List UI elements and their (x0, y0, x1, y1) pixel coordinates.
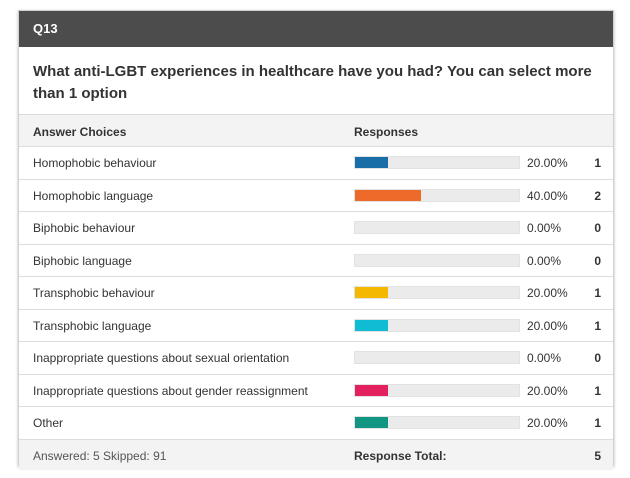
response-bar-fill (355, 189, 421, 201)
answer-rows: Homophobic behaviour 20.00% 1 Homophobic la… (19, 147, 613, 440)
response-bar-track (354, 351, 520, 364)
answer-choices-header: Answer Choices (33, 125, 127, 139)
table-row: Inappropriate questions about gender rea… (19, 375, 613, 407)
table-row: Inappropriate questions about sexual ori… (19, 342, 613, 375)
answer-choice-label: Inappropriate questions about sexual ori… (33, 351, 290, 365)
table-row: Other 20.00% 1 (19, 407, 613, 440)
answer-choice-label: Biphobic behaviour (33, 221, 136, 235)
table-row: Biphobic behaviour 0.00% 0 (19, 212, 613, 245)
response-percent: 20.00% (527, 383, 568, 398)
table-row: Homophobic behaviour 20.00% 1 (19, 147, 613, 180)
response-percent: 20.00% (527, 416, 568, 430)
response-percent: 40.00% (527, 188, 568, 203)
response-count: 0 (594, 351, 601, 365)
response-bar-fill (355, 287, 388, 298)
table-row: Transphobic behaviour 20.00% 1 (19, 277, 613, 310)
response-bar-fill (355, 384, 388, 396)
table-footer: Answered: 5 Skipped: 91 Response Total: … (19, 439, 613, 470)
response-bar-track (354, 221, 520, 234)
question-text: What anti-LGBT experiences in healthcare… (33, 63, 592, 102)
table-header: Answer Choices Responses (19, 114, 613, 147)
response-count: 1 (594, 286, 601, 300)
response-count: 2 (594, 188, 601, 203)
answer-choice-label: Other (33, 416, 64, 430)
response-total-value: 5 (594, 448, 601, 463)
answer-choice-label: Inappropriate questions about gender rea… (33, 383, 308, 398)
response-bar-track (354, 188, 520, 202)
response-count: 1 (594, 156, 601, 170)
response-bar-fill (355, 157, 388, 168)
question-header: Q13 (19, 11, 613, 47)
response-bar-track (354, 383, 520, 397)
response-bar-track (354, 416, 520, 429)
response-bar-fill (355, 417, 388, 428)
table-row: Biphobic language 0.00% 0 (19, 245, 613, 277)
answer-choice-label: Biphobic language (33, 253, 132, 268)
response-count: 1 (594, 383, 601, 398)
response-count: 1 (594, 318, 601, 333)
response-bar-track (354, 318, 520, 332)
response-count: 0 (594, 221, 601, 235)
response-bar-track (354, 156, 520, 169)
response-count: 0 (594, 253, 601, 268)
responses-header: Responses (354, 125, 419, 139)
answer-choice-label: Homophobic behaviour (33, 156, 157, 170)
answered-skipped-summary: Answered: 5 Skipped: 91 (33, 448, 167, 463)
table-row: Homophobic language 40.00% 2 (19, 180, 613, 212)
response-percent: 0.00% (527, 221, 562, 235)
response-percent: 20.00% (527, 156, 568, 170)
response-percent: 0.00% (527, 253, 562, 268)
answer-choice-label: Transphobic behaviour (33, 286, 155, 300)
response-percent: 20.00% (527, 286, 568, 300)
question-card: Q13 What anti-LGBT experiences in health… (18, 10, 614, 470)
answer-choice-label: Transphobic language (33, 318, 152, 333)
response-percent: 20.00% (527, 318, 568, 333)
response-percent: 0.00% (527, 351, 562, 365)
response-count: 1 (594, 416, 601, 430)
response-bar-fill (355, 319, 388, 331)
question-id: Q13 (33, 21, 58, 36)
answer-choice-label: Homophobic language (33, 188, 154, 203)
response-bar-track (354, 286, 520, 299)
table-row: Transphobic language 20.00% 1 (19, 310, 613, 342)
response-total-label: Response Total: (354, 448, 447, 463)
response-bar-track (354, 253, 520, 267)
